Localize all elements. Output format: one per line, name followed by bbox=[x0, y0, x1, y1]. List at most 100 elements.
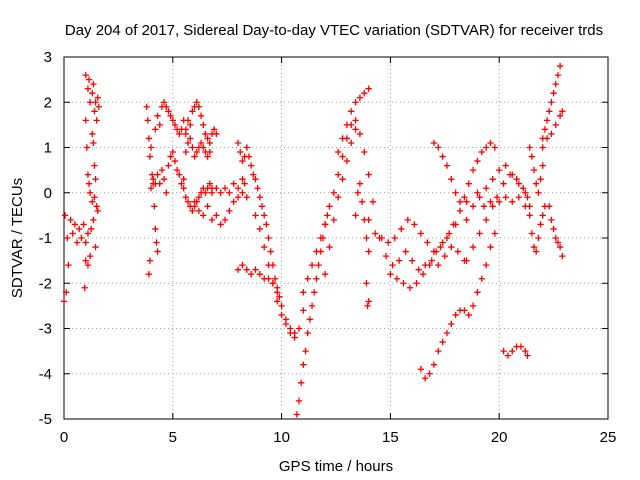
data-point bbox=[365, 216, 372, 224]
data-point bbox=[180, 185, 187, 192]
data-point bbox=[363, 234, 370, 242]
data-point bbox=[474, 289, 481, 296]
data-point bbox=[559, 108, 566, 115]
data-point bbox=[478, 148, 485, 156]
data-point bbox=[439, 239, 446, 246]
data-point bbox=[171, 157, 179, 165]
data-point bbox=[469, 302, 477, 310]
data-point bbox=[61, 212, 69, 219]
data-point bbox=[306, 316, 314, 323]
data-point bbox=[506, 171, 514, 178]
data-point bbox=[184, 139, 192, 147]
data-point bbox=[260, 212, 268, 219]
data-point bbox=[76, 225, 83, 233]
data-point bbox=[500, 180, 507, 187]
data-point bbox=[197, 112, 205, 120]
data-point bbox=[358, 198, 366, 205]
data-point bbox=[452, 221, 459, 228]
data-point bbox=[548, 216, 555, 224]
data-point bbox=[376, 234, 383, 242]
data-point bbox=[263, 221, 270, 228]
data-point bbox=[487, 243, 494, 251]
data-point bbox=[271, 275, 279, 282]
data-point bbox=[382, 252, 390, 260]
data-point bbox=[89, 198, 96, 205]
data-point bbox=[348, 139, 355, 147]
data-point bbox=[300, 361, 307, 368]
data-point bbox=[195, 103, 203, 110]
data-point bbox=[193, 99, 200, 106]
data-point bbox=[443, 329, 451, 337]
data-point bbox=[537, 175, 544, 183]
data-point bbox=[245, 153, 253, 160]
data-point bbox=[556, 62, 564, 70]
data-point bbox=[176, 171, 183, 178]
data-point bbox=[182, 194, 190, 201]
data-point bbox=[389, 261, 396, 269]
data-point bbox=[556, 112, 564, 120]
data-point bbox=[210, 126, 218, 133]
data-point bbox=[554, 239, 562, 246]
data-point bbox=[334, 171, 342, 178]
data-point bbox=[469, 243, 477, 251]
data-point bbox=[496, 166, 503, 174]
y-tick-label: -4 bbox=[39, 366, 52, 383]
data-point bbox=[334, 194, 342, 201]
data-point bbox=[295, 397, 303, 405]
data-point bbox=[502, 162, 509, 169]
data-point bbox=[92, 99, 99, 106]
data-point bbox=[252, 266, 259, 273]
x-tick-label: 25 bbox=[600, 429, 617, 446]
data-point bbox=[539, 144, 546, 151]
data-point bbox=[537, 221, 544, 228]
x-tick-label: 10 bbox=[273, 429, 290, 446]
x-tick-label: 20 bbox=[491, 429, 508, 446]
grid-lines bbox=[64, 57, 608, 419]
data-point bbox=[265, 275, 272, 282]
data-point bbox=[371, 230, 379, 237]
data-point bbox=[439, 153, 446, 160]
data-point bbox=[313, 275, 320, 282]
data-point bbox=[158, 166, 166, 174]
data-point bbox=[191, 198, 198, 205]
data-point bbox=[352, 117, 359, 124]
data-point bbox=[60, 298, 68, 305]
data-point bbox=[554, 71, 562, 79]
data-point bbox=[356, 130, 364, 138]
data-point bbox=[160, 99, 168, 106]
data-point bbox=[239, 175, 246, 183]
data-point bbox=[365, 298, 372, 305]
data-point bbox=[417, 366, 425, 373]
data-point bbox=[230, 180, 237, 187]
data-point bbox=[491, 144, 499, 151]
data-point bbox=[339, 175, 346, 183]
data-point bbox=[165, 162, 172, 169]
data-point bbox=[193, 148, 200, 156]
data-point bbox=[465, 180, 472, 187]
data-point bbox=[493, 194, 501, 201]
data-point bbox=[243, 266, 250, 273]
data-point bbox=[413, 280, 420, 287]
data-point bbox=[88, 225, 95, 233]
data-point bbox=[330, 216, 338, 224]
data-point bbox=[85, 76, 93, 83]
data-point bbox=[541, 126, 549, 133]
data-point bbox=[256, 271, 264, 278]
data-point bbox=[260, 243, 268, 251]
data-point bbox=[247, 162, 255, 169]
data-point bbox=[84, 171, 92, 178]
data-point bbox=[300, 307, 307, 314]
data-point bbox=[552, 234, 559, 242]
data-point bbox=[352, 99, 359, 106]
data-point bbox=[509, 198, 516, 205]
data-point bbox=[265, 234, 272, 242]
data-point bbox=[152, 126, 159, 133]
data-point bbox=[254, 185, 261, 192]
data-point bbox=[445, 230, 453, 237]
data-point bbox=[182, 148, 190, 156]
y-tick-label: -5 bbox=[39, 411, 52, 428]
data-point bbox=[241, 180, 248, 187]
data-point bbox=[354, 189, 361, 196]
chart-title: Day 204 of 2017, Sidereal Day-to-day VTE… bbox=[65, 22, 603, 39]
